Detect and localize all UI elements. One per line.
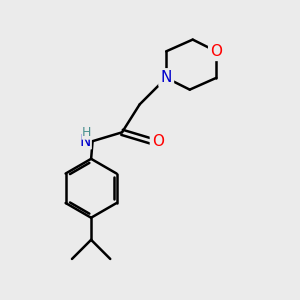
Text: O: O	[210, 44, 222, 59]
Text: H: H	[82, 126, 91, 140]
Text: N: N	[160, 70, 172, 86]
Text: O: O	[152, 134, 164, 149]
Text: N: N	[80, 134, 91, 149]
